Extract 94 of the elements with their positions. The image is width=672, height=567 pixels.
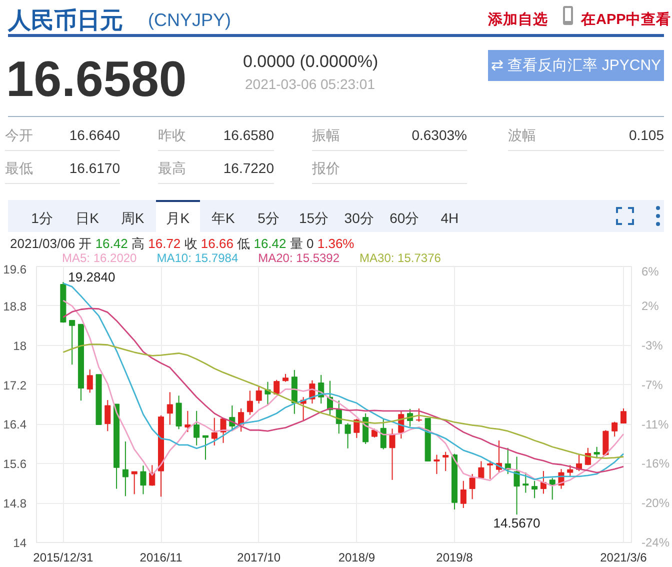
text: 16.6580 (223, 127, 274, 143)
text: 15分 (298, 209, 330, 228)
y2-tick-label: -16% (642, 456, 670, 471)
candlestick (184, 410, 191, 433)
text: 添加自选 (488, 10, 548, 30)
text: 16.6580 (6, 50, 187, 109)
text: 2021-03-06 05:23:01 (245, 75, 375, 94)
candlestick (274, 379, 280, 396)
y-tick-label: 15.6 (3, 457, 27, 472)
text: 5分 (256, 209, 280, 228)
candlestick (69, 320, 76, 366)
candlestick (594, 446, 600, 459)
text: 日K (74, 209, 100, 228)
candlestick (567, 464, 574, 478)
text: 16.6640 (69, 127, 120, 143)
text: 最低 (5, 159, 33, 178)
candlestick (149, 464, 156, 486)
text: 2021/03/06 开 16.42 高 16.72 收 16.66 低 16.42 量 0 1.36% (10, 236, 354, 251)
text: 0.105 (628, 127, 664, 143)
text: MA20: 15.5392 (258, 251, 340, 265)
x-tick-label: 2017/10 (237, 550, 281, 564)
text: 昨收 (158, 126, 186, 145)
candlestick (380, 418, 386, 450)
text: 报价 (312, 159, 340, 178)
candlestick (389, 428, 396, 480)
text: 1分 (30, 209, 54, 228)
candlestick (86, 369, 93, 394)
candlestick (522, 472, 529, 494)
text: 0.6303% (412, 127, 467, 143)
candlestick (194, 410, 200, 446)
text: 在APP中查看 (581, 10, 671, 30)
text: 30分 (343, 209, 375, 228)
x-tick-label: 2019/8 (436, 550, 474, 564)
chart-subtitle: (CNYJPY) (148, 9, 232, 32)
text: 今开 (5, 126, 33, 145)
candlestick (612, 421, 618, 438)
x-tick-label: 2016/11 (140, 550, 183, 564)
x-tick-label: 2021/3/6 (600, 550, 648, 564)
candlestick (140, 465, 146, 495)
text: ⇄ 查看反向汇率 JPYCNY (488, 50, 664, 81)
y2-tick-label: 6% (642, 264, 660, 278)
text: 波幅 (508, 126, 536, 145)
text: 60分 (388, 209, 420, 228)
chart-title: 人民币日元 (8, 6, 123, 35)
y-tick-label: 16.4 (3, 418, 27, 432)
text: 0.0000 (0.0000%) (243, 51, 378, 73)
candlestick (256, 386, 262, 404)
candlestick (344, 422, 351, 449)
y-tick-label: 19.6 (3, 262, 27, 276)
y2-tick-label: -24% (642, 536, 670, 550)
text: 月K (165, 209, 191, 228)
candlestick (460, 480, 466, 508)
candlestick (104, 400, 111, 432)
candlestick (514, 456, 520, 516)
candlestick (602, 430, 609, 456)
candlestick (246, 390, 253, 416)
candlestick (442, 451, 449, 472)
candlestick (202, 435, 208, 460)
text: 振幅 (312, 126, 340, 145)
candlestick (532, 480, 538, 499)
y2-tick-label: 2% (642, 298, 660, 313)
y-tick-label: 14 (13, 536, 27, 550)
candlestick (122, 440, 128, 497)
candlestick (166, 392, 173, 426)
text: MA10: 15.7984 (156, 251, 238, 265)
text: 4H (440, 209, 460, 228)
annotation: 14.5670 (493, 516, 540, 531)
y-tick-label: 18 (13, 338, 27, 353)
y2-tick-label: -3% (642, 338, 664, 352)
candlestick (131, 471, 138, 495)
candlestick (487, 460, 494, 480)
candlestick (620, 408, 627, 424)
candlestick (416, 408, 422, 422)
candlestick (469, 473, 476, 500)
y2-tick-label: -20% (642, 496, 670, 510)
text: MA5: 16.2020 (62, 251, 137, 265)
y-tick-label: 14.8 (3, 496, 27, 511)
y-tick-label: 17.2 (3, 378, 27, 392)
y-tick-label: 18.8 (3, 299, 27, 314)
candlestick (176, 395, 182, 430)
text: 最高 (158, 159, 186, 178)
candlestick (211, 417, 218, 446)
annotation: 19.2840 (68, 270, 116, 285)
x-tick-label: 2018/9 (338, 550, 376, 564)
text: 年K (210, 209, 236, 228)
text: 周K (120, 209, 146, 228)
candlestick (478, 460, 484, 480)
x-tick-label: 2015/12/31 (33, 550, 94, 564)
y2-tick-label: -11% (642, 417, 669, 432)
text: 16.7220 (223, 160, 274, 176)
y2-tick-label: -7% (642, 378, 664, 392)
text: 16.6170 (69, 160, 120, 176)
text: MA30: 15.7376 (360, 251, 441, 265)
candlestick (434, 454, 440, 474)
